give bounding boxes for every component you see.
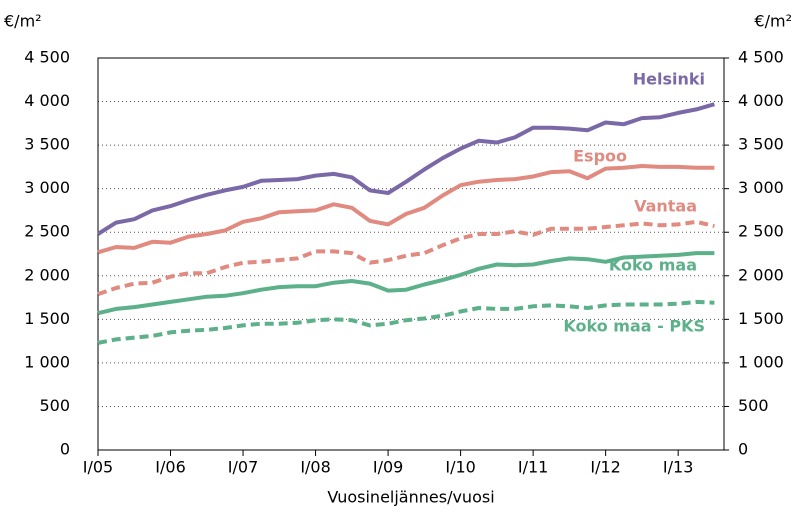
y2-axis-label: €/m²	[754, 12, 792, 31]
x-tick-label: I/08	[300, 458, 330, 477]
y2-tick-label: 2 500	[738, 222, 784, 241]
series-label: Espoo	[573, 147, 627, 166]
x-tick-label: I/07	[228, 458, 258, 477]
series-line	[97, 219, 715, 296]
y-tick-label: 2 500	[24, 222, 70, 241]
y-axis-label: €/m²	[4, 12, 42, 31]
x-axis-label: Vuosineljännes/vuosi	[327, 488, 494, 507]
series-label: Helsinki	[633, 70, 705, 89]
y-tick-label: 4 500	[24, 48, 70, 67]
y-tick-label: 1 500	[24, 309, 70, 328]
x-tick-label: I/10	[445, 458, 475, 477]
series-line	[96, 102, 715, 236]
y-tick-label: 500	[39, 396, 70, 415]
y2-tick-label: 0	[738, 440, 748, 459]
y-tick-label: 3 500	[24, 135, 70, 154]
series-line	[97, 164, 715, 255]
x-tick-label: I/11	[518, 458, 548, 477]
x-tick-label: I/13	[663, 458, 693, 477]
y2-tick-label: 1 000	[738, 352, 784, 371]
y-tick-label: 3 000	[24, 178, 70, 197]
y2-tick-label: 2 000	[738, 265, 784, 284]
y2-tick-label: 500	[738, 396, 769, 415]
y2-tick-label: 4 000	[738, 91, 784, 110]
y2-tick-label: 4 500	[738, 48, 784, 67]
x-tick-label: I/05	[83, 458, 113, 477]
y-tick-label: 0	[60, 440, 70, 459]
plot-frame	[97, 57, 725, 451]
series-label: Koko maa - PKS	[563, 317, 705, 336]
series-line	[97, 251, 715, 316]
series-label: Koko maa	[609, 256, 697, 275]
x-tick-label: I/12	[590, 458, 620, 477]
y2-tick-label: 3 000	[738, 178, 784, 197]
y2-tick-label: 3 500	[738, 135, 784, 154]
y-tick-label: 1 000	[24, 352, 70, 371]
series-line	[97, 299, 715, 345]
x-tick-label: I/09	[373, 458, 403, 477]
y-tick-label: 4 000	[24, 91, 70, 110]
x-tick-label: I/06	[155, 458, 185, 477]
y2-tick-label: 1 500	[738, 309, 784, 328]
y-tick-label: 2 000	[24, 265, 70, 284]
series-label: Vantaa	[634, 197, 697, 216]
